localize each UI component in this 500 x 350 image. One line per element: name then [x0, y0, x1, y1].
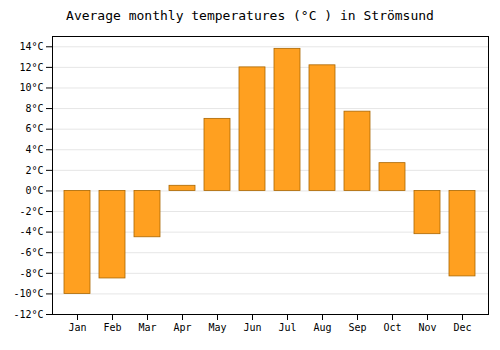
svg-text:Feb: Feb [103, 322, 121, 333]
svg-text:4°C: 4°C [25, 144, 43, 155]
svg-text:Jan: Jan [68, 322, 86, 333]
svg-text:Apr: Apr [173, 322, 191, 333]
svg-text:May: May [208, 322, 226, 333]
svg-text:-2°C: -2°C [19, 206, 43, 217]
svg-text:2°C: 2°C [25, 165, 43, 176]
svg-text:-6°C: -6°C [19, 247, 43, 258]
svg-text:Jun: Jun [243, 322, 261, 333]
svg-text:0°C: 0°C [25, 185, 43, 196]
svg-text:Oct: Oct [383, 322, 401, 333]
svg-text:Jul: Jul [278, 322, 296, 333]
svg-text:12°C: 12°C [19, 62, 43, 73]
svg-text:10°C: 10°C [19, 82, 43, 93]
svg-text:Sep: Sep [348, 322, 366, 333]
svg-text:8°C: 8°C [25, 103, 43, 114]
svg-text:Aug: Aug [313, 322, 331, 333]
svg-text:14°C: 14°C [19, 41, 43, 52]
svg-text:-8°C: -8°C [19, 268, 43, 279]
svg-text:-4°C: -4°C [19, 226, 43, 237]
svg-text:-10°C: -10°C [13, 288, 43, 299]
svg-text:-12°C: -12°C [13, 309, 43, 320]
html-text:Average monthly temperatures (: Average monthly temperatures (°C ) in St… [66, 8, 434, 23]
svg-text:Dec: Dec [453, 322, 471, 333]
svg-text:6°C: 6°C [25, 123, 43, 134]
svg-text:Nov: Nov [418, 322, 436, 333]
svg-text:Mar: Mar [138, 322, 156, 333]
